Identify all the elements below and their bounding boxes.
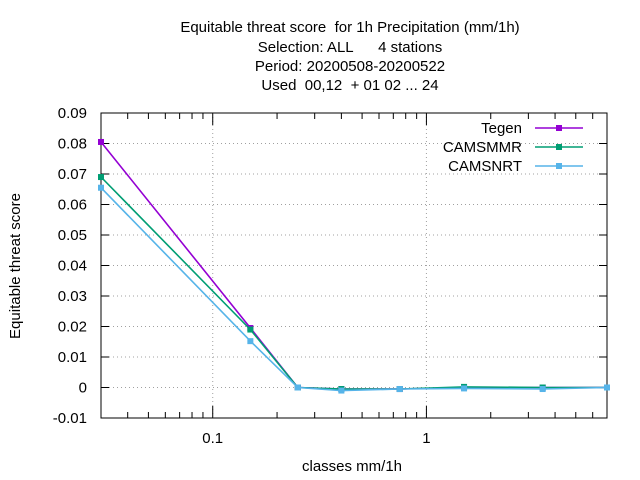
legend-swatch-marker <box>556 163 562 169</box>
title-line-4: Used 00,12 + 01 02 ... 24 <box>261 77 439 94</box>
data-point-camsnrt <box>604 384 610 391</box>
data-point-camsnrt <box>294 384 301 391</box>
title-line-3: Period: 20200508-20200522 <box>254 58 446 75</box>
data-point-camsmmr <box>247 326 254 333</box>
legend-label: Tegen <box>481 120 522 137</box>
y-tick-label: 0.05 <box>58 227 87 244</box>
data-point-camsnrt <box>461 385 468 392</box>
legend-label: CAMSMMR <box>443 139 522 156</box>
y-tick-label: 0.07 <box>58 166 87 183</box>
y-tick-label: 0.06 <box>58 197 87 214</box>
title-line-2: Selection: ALL 4 stations <box>257 39 443 56</box>
y-tick-label: 0.01 <box>58 349 87 366</box>
data-point-camsmmr <box>98 174 104 181</box>
data-point-camsnrt <box>396 386 403 393</box>
y-tick-label: 0.02 <box>58 319 87 336</box>
data-point-camsnrt <box>247 338 254 345</box>
title-line-1: Equitable threat score for 1h Precipitat… <box>180 19 520 36</box>
y-tick-label: 0.03 <box>58 288 87 305</box>
y-tick-label: 0 <box>79 380 87 397</box>
y-tick-label: 0.08 <box>58 136 87 153</box>
y-tick-label: -0.01 <box>53 410 87 427</box>
legend: Tegen CAMSMMR CAMSNRT <box>443 120 583 175</box>
series-lines <box>98 138 610 394</box>
data-point-camsnrt <box>539 386 546 393</box>
data-point-camsnrt <box>338 387 345 394</box>
x-axis-label: classes mm/1h <box>302 458 402 475</box>
series-line-camsnrt <box>100 187 608 392</box>
data-point-camsnrt <box>98 184 104 191</box>
y-axis-label: Equitable threat score <box>7 193 24 339</box>
y-tick-label: 0.09 <box>58 105 87 122</box>
grid-lines <box>101 113 607 418</box>
y-tick-label: 0.04 <box>58 258 87 275</box>
legend-swatch-marker <box>556 144 562 150</box>
legend-swatch-marker <box>556 125 562 131</box>
x-tick-label: 0.1 <box>202 430 223 447</box>
x-tick-label: 1 <box>422 430 430 447</box>
axis-ticks: -0.01 0 0.01 0.02 0.03 0.04 0.05 0.06 0.07 0.08 0.… <box>53 105 607 447</box>
data-point-tegen <box>98 138 104 145</box>
legend-label: CAMSNRT <box>448 158 522 175</box>
